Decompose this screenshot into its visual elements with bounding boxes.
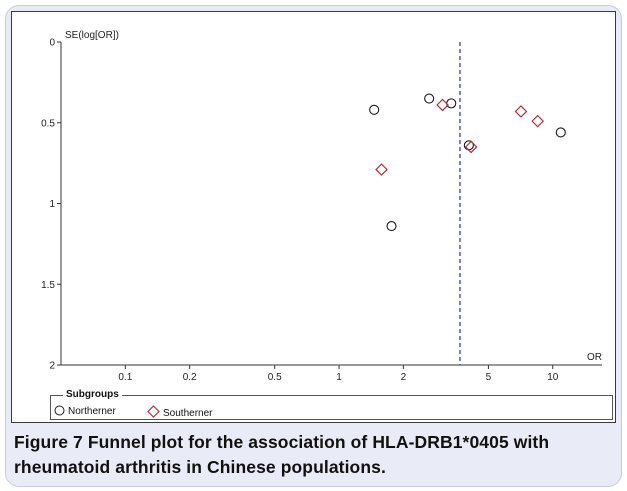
data-point-northerner xyxy=(424,93,435,104)
data-point-northerner xyxy=(446,98,457,109)
diamond-marker-icon xyxy=(147,405,160,418)
figure-caption: Figure 7 Funnel plot for the association… xyxy=(14,430,614,480)
legend-entry-northerner: Northerner xyxy=(54,405,116,418)
data-point-southerner xyxy=(531,114,545,128)
x-tick-label: 0.2 xyxy=(183,372,197,383)
data-point-southerner xyxy=(375,163,388,176)
y-axis-label: SE(log[OR]) xyxy=(65,30,119,41)
legend-label-northerner: Northerner xyxy=(68,406,116,417)
data-point-southerner xyxy=(464,140,478,154)
legend: Subgroups Northerner Southerner xyxy=(50,389,613,420)
circle-marker-icon xyxy=(54,405,65,416)
y-tick-label: 0 xyxy=(49,38,55,49)
funnel-plot: 0 0.5 1 1.5 2 0.1 0.2 0.5 1 2 5 10 SE(log[OR]) OR xyxy=(41,30,602,383)
caption-text: Funnel plot for the association of HLA-D… xyxy=(14,432,550,477)
y-tick-label: 1.5 xyxy=(41,280,55,291)
data-point-northerner xyxy=(555,127,566,138)
y-tick-label: 1 xyxy=(49,199,55,210)
legend-entry-southerner: Southerner xyxy=(147,405,212,420)
y-tick-label: 0.5 xyxy=(41,118,55,129)
y-tick-label: 2 xyxy=(49,361,55,372)
x-tick-label: 5 xyxy=(486,372,492,383)
plot-frame: 0 0.5 1 1.5 2 0.1 0.2 0.5 1 2 5 10 SE(log[OR]) OR Sub… xyxy=(11,11,616,423)
x-axis-label: OR xyxy=(587,352,602,363)
x-tick-label: 1 xyxy=(336,372,342,383)
figure-panel: 0 0.5 1 1.5 2 0.1 0.2 0.5 1 2 5 10 SE(log[OR]) OR Sub… xyxy=(5,5,622,487)
legend-label-southerner: Southerner xyxy=(163,408,213,419)
data-point-northerner xyxy=(369,104,380,115)
caption-label: Figure 7 xyxy=(14,432,83,452)
x-tick-label: 0.1 xyxy=(118,372,132,383)
legend-title: Subgroups xyxy=(63,389,122,401)
x-tick-label: 0.5 xyxy=(268,372,282,383)
x-tick-label: 2 xyxy=(401,372,407,383)
x-tick-label: 10 xyxy=(547,372,559,383)
data-point-northerner xyxy=(386,221,397,232)
data-point-southerner xyxy=(436,98,449,112)
data-point-southerner xyxy=(514,105,528,118)
